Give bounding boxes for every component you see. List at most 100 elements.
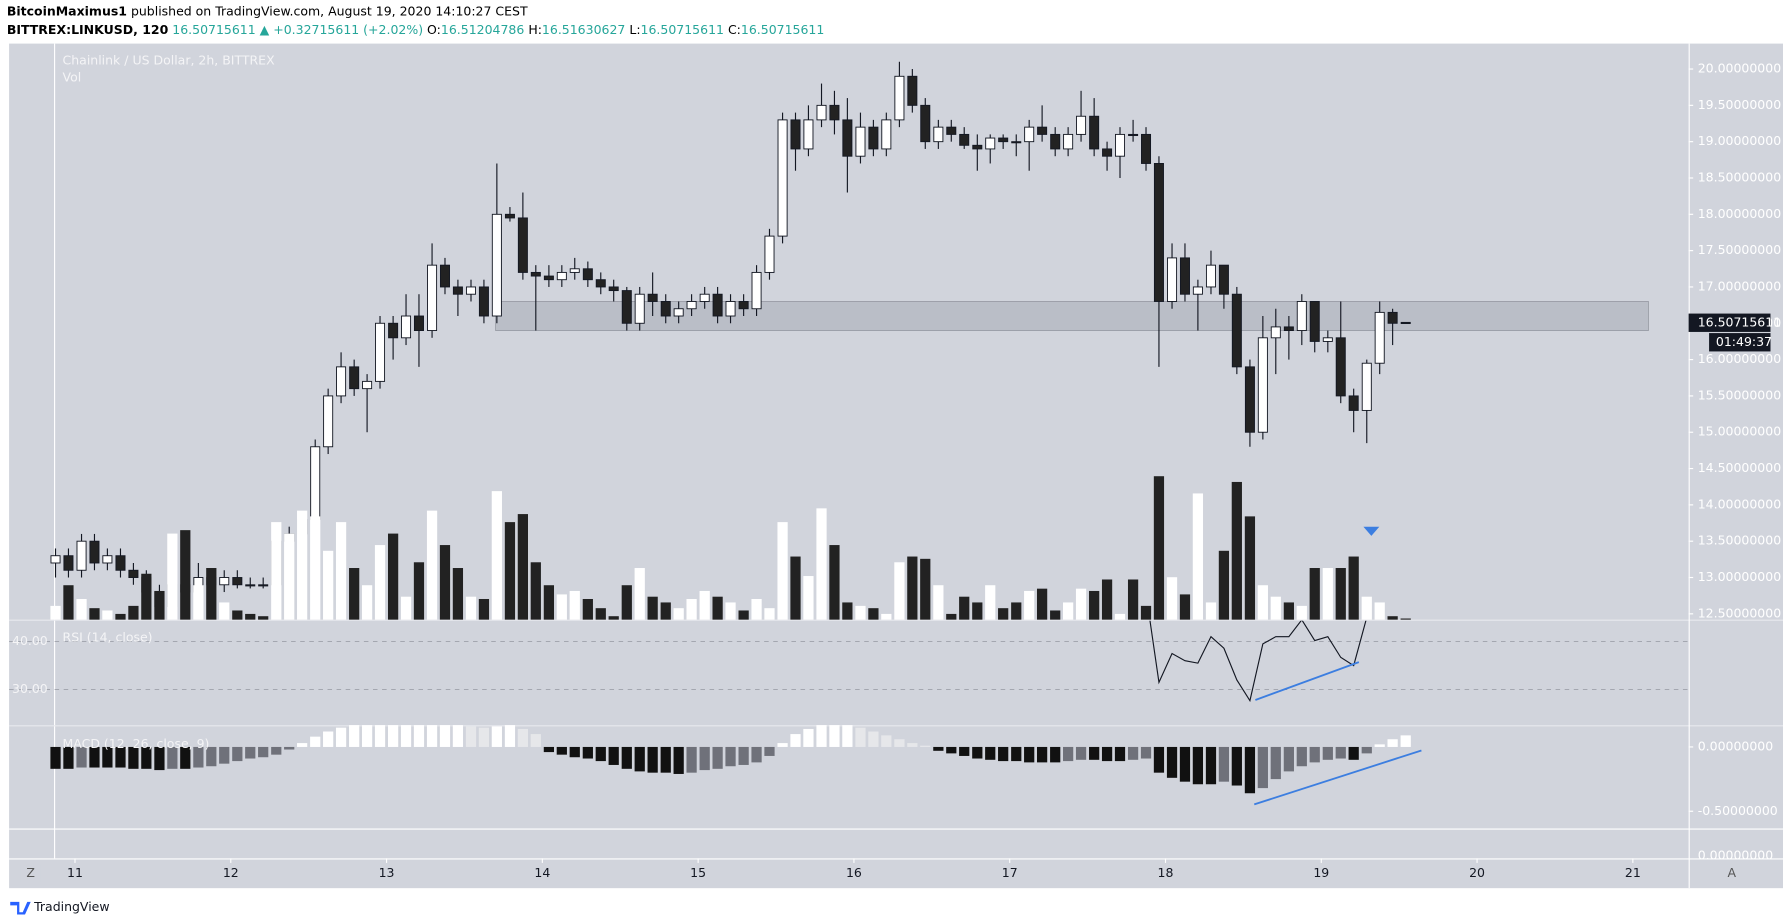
macd-bar — [1153, 746, 1165, 773]
candle-body — [699, 293, 710, 302]
candle-body — [504, 213, 515, 219]
candle-body — [543, 275, 554, 281]
price: 16.50715611 — [172, 21, 255, 36]
macd-bar — [271, 746, 282, 755]
candle-body — [621, 290, 632, 324]
volume-bar — [50, 605, 61, 620]
y-tick-label: 17.50000000 — [1698, 242, 1781, 257]
volume-bar — [323, 550, 334, 620]
macd-bar — [1335, 746, 1346, 759]
marks: 11 12 13 14 15 16 17 18 19 20 21 12.50000000 13.0000… — [9, 60, 1781, 880]
candle-body — [401, 315, 412, 339]
button[interactable] — [20, 864, 41, 883]
button-label[interactable]: Z — [26, 865, 35, 880]
volume-bar — [569, 590, 580, 620]
x-tick-label: 19 — [1313, 865, 1329, 880]
candle-body — [232, 577, 243, 586]
y-tick-label: 15.00000000 — [1698, 424, 1781, 439]
volume-bar — [128, 605, 139, 620]
volume-bar — [1114, 613, 1126, 620]
candle-body — [1296, 301, 1307, 331]
button-label[interactable]: A — [1728, 865, 1737, 880]
macd-bar — [985, 746, 996, 760]
volume-bar — [1218, 550, 1230, 620]
macd-bar — [998, 746, 1009, 762]
macd-bar — [102, 746, 113, 768]
volume-bar — [621, 585, 632, 620]
macd-bar — [1166, 746, 1178, 778]
macd-bar — [1283, 746, 1294, 772]
macd-bar — [374, 725, 386, 747]
macd-bar — [349, 725, 360, 747]
macd-bar — [816, 725, 827, 747]
volume-bar — [881, 613, 892, 620]
candle-body — [673, 308, 684, 317]
macd-bar — [193, 746, 204, 768]
candle-body — [1270, 326, 1281, 339]
c-label: C: — [728, 21, 741, 36]
candle-body — [881, 119, 892, 150]
candle-body — [816, 104, 827, 121]
volume-bar — [1257, 585, 1268, 620]
volume-bar — [400, 596, 412, 620]
volume-bar — [1374, 602, 1385, 620]
macd-bar — [1089, 746, 1100, 760]
button[interactable] — [1721, 864, 1743, 883]
volume-bar — [89, 608, 100, 620]
candle-body — [686, 301, 697, 310]
macd-bar — [946, 746, 957, 754]
candle-body — [998, 137, 1009, 143]
candle-body — [712, 293, 723, 317]
volume-bar — [582, 598, 593, 620]
macd-bar — [1140, 746, 1152, 759]
candle-body — [310, 446, 321, 520]
volume-bar — [206, 568, 217, 620]
y-tick-label: -0.50000000 — [1698, 803, 1778, 818]
candle-body — [517, 217, 528, 273]
macd-bar — [491, 726, 502, 747]
candle-body — [258, 584, 269, 587]
candle-body — [777, 119, 788, 237]
volume-bar — [1101, 579, 1113, 620]
macd-bar — [1270, 746, 1281, 780]
volume-bar — [1153, 476, 1165, 620]
macd-bar — [920, 745, 931, 747]
macd-bar — [582, 746, 593, 759]
volume-bar — [673, 608, 684, 620]
macd-bar — [335, 727, 347, 747]
volume-bar — [517, 514, 528, 620]
candle-body — [1348, 395, 1359, 411]
macd-bar — [1024, 746, 1035, 763]
volume-bar — [413, 562, 425, 620]
candle-body — [1257, 337, 1268, 433]
macd-bar — [1348, 746, 1359, 760]
candle-body — [1011, 141, 1022, 144]
volume-bar — [1322, 568, 1333, 620]
candle-body — [219, 577, 230, 586]
macd-bar — [1050, 746, 1061, 763]
volume-bar — [868, 608, 879, 620]
volume-bar — [1244, 516, 1256, 620]
macd-bar — [777, 743, 788, 747]
volume-bar — [1089, 590, 1100, 620]
volume-bar — [1011, 602, 1022, 620]
candle-body — [1128, 133, 1139, 137]
macd-bar — [699, 746, 710, 771]
o-value: 16.51204786 — [441, 21, 524, 36]
macd-bar — [232, 746, 243, 762]
volume-bar — [907, 556, 918, 620]
volume-bar — [76, 598, 87, 620]
macd-bar — [1400, 735, 1411, 747]
candle-body — [1218, 264, 1229, 295]
macd-bar — [1101, 746, 1113, 762]
volume-bar — [219, 602, 230, 620]
countdown-box — [1709, 333, 1771, 352]
volume-bar — [829, 545, 840, 620]
bottom-pane-label: 0.00000000 — [1698, 847, 1774, 862]
volume-bar — [1387, 616, 1398, 620]
y-tick-label: 14.50000000 — [1698, 460, 1781, 475]
x-tick-label: 14 — [534, 865, 550, 880]
last-price-label: 16.50715611 — [1698, 314, 1781, 329]
header-line1: BitcoinMaximus1 published on TradingView… — [7, 3, 528, 18]
volume-bar — [842, 602, 853, 620]
